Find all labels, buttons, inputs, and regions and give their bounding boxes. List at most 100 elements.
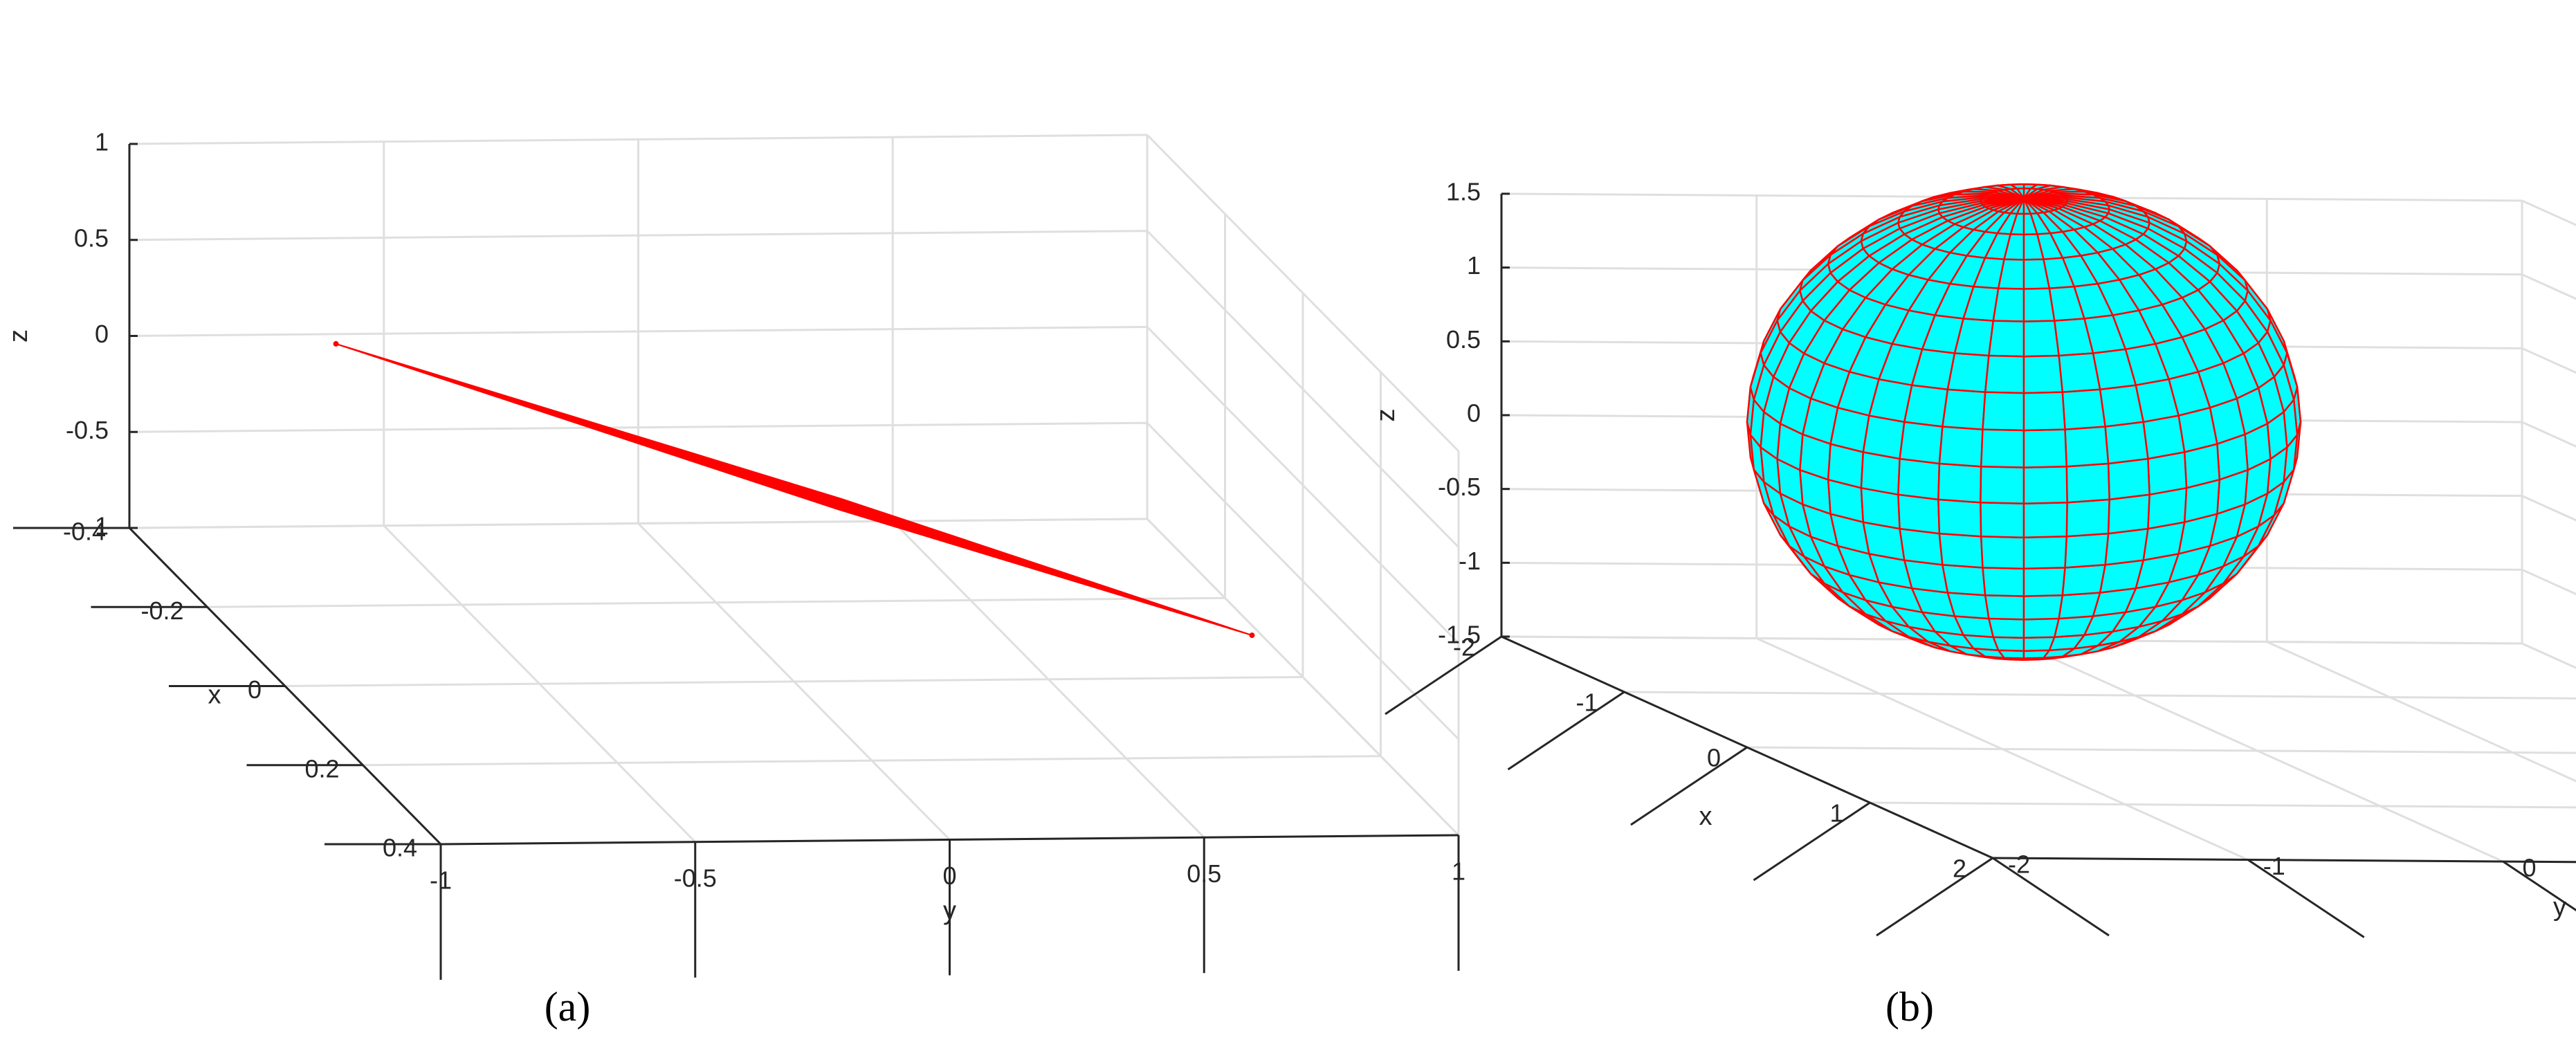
z-tick-label: -1.5 bbox=[1438, 621, 1481, 649]
z-tick-label: -0.5 bbox=[1438, 473, 1481, 501]
y-tick bbox=[1992, 857, 2110, 937]
surface-face bbox=[1980, 536, 2025, 570]
z-axis-label-b: z bbox=[1371, 409, 1400, 422]
surface-face bbox=[1984, 594, 2025, 621]
x-tick-label: 0 bbox=[1707, 744, 1721, 772]
grid-line bbox=[129, 326, 1148, 337]
surface-face bbox=[2104, 527, 2149, 566]
surface-face bbox=[1937, 462, 1982, 504]
y-tick bbox=[2247, 859, 2365, 938]
surface-face bbox=[2104, 421, 2149, 465]
y-tick-label: 1 bbox=[1452, 857, 1465, 886]
surface-face bbox=[1988, 617, 2025, 639]
surface-face bbox=[1988, 320, 2025, 358]
chart-panel-a: -0.4-0.200.20.4-1 -0.5 0 0.5 1-1-0.500.51 x … bbox=[4, 128, 1465, 1030]
y-tick-label: 0.5 bbox=[1187, 859, 1221, 888]
grid-line bbox=[2266, 641, 2576, 783]
surface-face bbox=[1946, 352, 1990, 394]
surface-face bbox=[2022, 287, 2056, 322]
surface-face bbox=[1982, 567, 2025, 597]
x-axis-label-a: x bbox=[208, 681, 221, 710]
x-tick bbox=[1385, 635, 1502, 715]
plot-area-b bbox=[1746, 183, 2302, 662]
surface-face bbox=[2022, 391, 2066, 432]
surface-face bbox=[1980, 501, 2025, 539]
grid-line bbox=[2521, 642, 2576, 669]
grid-line bbox=[2521, 199, 2576, 226]
surface-face bbox=[2022, 501, 2068, 539]
grid-line bbox=[2011, 639, 2504, 863]
y-tick-label: 0 bbox=[2522, 854, 2536, 882]
series-line-0 bbox=[336, 343, 1252, 637]
y-axis-label-b: y bbox=[2553, 893, 2566, 922]
surface-face bbox=[2142, 414, 2186, 460]
y-tick-label: 0 bbox=[942, 861, 956, 890]
surface-face bbox=[1899, 421, 1944, 465]
caption-a: (a) bbox=[545, 984, 591, 1030]
surface-face bbox=[1903, 384, 1949, 428]
surface-face bbox=[1942, 564, 1986, 596]
grid-line bbox=[892, 520, 1205, 839]
z-axis-label-a: z bbox=[4, 329, 33, 343]
surface-face bbox=[1899, 527, 1944, 566]
surface-face bbox=[2064, 532, 2110, 569]
surface-face bbox=[1937, 498, 1982, 538]
z-tick-label: 1.5 bbox=[1446, 178, 1481, 206]
grid-line bbox=[129, 230, 1148, 241]
axes-b bbox=[1385, 192, 2576, 938]
surface-face bbox=[2022, 428, 2068, 468]
surface-face bbox=[2065, 498, 2110, 538]
z-tick-label: -1 bbox=[86, 512, 109, 540]
x-tick-label: 0.4 bbox=[383, 834, 417, 862]
caption-b: (b) bbox=[1885, 984, 1934, 1030]
x-axis-label-b: x bbox=[1699, 802, 1712, 831]
grid-line bbox=[1756, 637, 2249, 861]
x-tick-label: -1 bbox=[1575, 688, 1598, 717]
grid-line bbox=[2521, 642, 2576, 669]
surface-face bbox=[1946, 592, 1990, 620]
grid-line bbox=[2521, 568, 2576, 596]
series-point-0-0 bbox=[333, 340, 339, 347]
surface-face bbox=[1862, 414, 1906, 460]
surface-face bbox=[1980, 428, 2025, 468]
x-tick bbox=[1876, 857, 1993, 937]
surface-face bbox=[2064, 426, 2110, 468]
axes-a bbox=[13, 143, 1460, 980]
surface-face bbox=[1897, 457, 1941, 501]
grid-line bbox=[1870, 801, 2576, 809]
x-tick-label: 1 bbox=[1829, 799, 1843, 828]
surface-face bbox=[2022, 636, 2056, 652]
y-tick-label: -1 bbox=[2263, 852, 2285, 880]
z-tick-label: 1 bbox=[1467, 251, 1481, 280]
surface-face bbox=[2058, 352, 2101, 394]
x-tick bbox=[1630, 746, 1748, 826]
x-tick bbox=[1753, 801, 1871, 882]
grid-line bbox=[1146, 230, 1460, 548]
x-tick-label: -0.4 bbox=[63, 518, 106, 546]
surface-face bbox=[1938, 426, 1984, 468]
surface-face bbox=[1982, 391, 2025, 432]
grid-line bbox=[1146, 422, 1460, 740]
y-axis-label-a: y bbox=[943, 897, 956, 926]
grid-line bbox=[1624, 691, 2576, 700]
grid-line bbox=[129, 134, 1148, 145]
x-tick-label: -2 bbox=[1453, 633, 1475, 662]
grid-line bbox=[129, 518, 1148, 529]
surface-face bbox=[2022, 617, 2060, 639]
surface-face bbox=[1984, 354, 2025, 394]
surface-face bbox=[2107, 457, 2150, 501]
z-tick-label: 0.5 bbox=[1446, 325, 1481, 354]
x-tick-label: 2 bbox=[1953, 855, 1966, 883]
y-tick-label: -1 bbox=[430, 866, 452, 895]
x-tick-label: 0 bbox=[248, 675, 262, 704]
z-tick-label: 1 bbox=[95, 128, 109, 156]
surface-face bbox=[2022, 567, 2066, 597]
z-tick-label: 0 bbox=[1467, 399, 1481, 428]
surface-face bbox=[1897, 493, 1941, 535]
surface-face bbox=[1992, 636, 2025, 652]
y-tick-label: -2 bbox=[2008, 850, 2030, 879]
plot-area-a bbox=[333, 340, 1255, 639]
surface-face bbox=[1992, 287, 2025, 322]
